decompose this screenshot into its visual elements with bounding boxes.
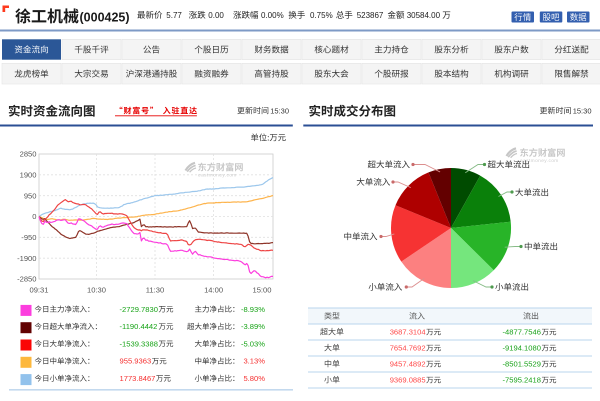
svg-text:15:00: 15:00: [252, 286, 271, 295]
svg-text:1900: 1900: [20, 171, 37, 180]
svg-text:0.00: 0.00: [208, 11, 224, 20]
svg-text:-2850: -2850: [17, 275, 36, 284]
svg-text:523867: 523867: [357, 11, 384, 20]
svg-text:-9194.1080: -9194.1080: [503, 344, 541, 353]
svg-text:9457.4892: 9457.4892: [390, 360, 426, 369]
svg-text:9369.0885: 9369.0885: [390, 376, 426, 385]
svg-text:-8501.5529: -8501.5529: [503, 360, 541, 369]
svg-text:-3.89%: -3.89%: [241, 322, 265, 331]
svg-text:-2729.7830: -2729.7830: [120, 305, 158, 314]
svg-text:7654.7692: 7654.7692: [390, 344, 426, 353]
svg-text:5.80%: 5.80%: [243, 374, 265, 383]
svg-text:eastmoney.com: eastmoney.com: [520, 158, 559, 164]
svg-text:-1539.3388: -1539.3388: [120, 339, 158, 348]
svg-text:-4877.7546: -4877.7546: [503, 328, 541, 337]
svg-text:3687.3104: 3687.3104: [390, 328, 426, 337]
svg-text:-1190.4442: -1190.4442: [120, 322, 158, 331]
svg-text:3.13%: 3.13%: [243, 357, 265, 366]
svg-text:2850: 2850: [20, 150, 37, 159]
svg-text:eastmoney.com: eastmoney.com: [198, 172, 237, 178]
svg-text:(000425): (000425): [80, 11, 130, 25]
svg-text:1773.8467: 1773.8467: [120, 374, 156, 383]
svg-text:-7595.2418: -7595.2418: [503, 376, 541, 385]
svg-text:-1900: -1900: [17, 254, 36, 263]
svg-text:30584.00: 30584.00: [407, 11, 441, 20]
svg-text:0.75%: 0.75%: [310, 11, 333, 20]
svg-text:955.9363: 955.9363: [120, 357, 152, 366]
svg-text:11:30: 11:30: [146, 286, 164, 295]
svg-text:-950: -950: [21, 233, 36, 242]
svg-text:15:30: 15:30: [573, 107, 592, 116]
svg-text:15:30: 15:30: [270, 107, 289, 116]
svg-text:14:00: 14:00: [204, 286, 223, 295]
svg-text:10:30: 10:30: [87, 286, 106, 295]
svg-text:0: 0: [32, 212, 36, 221]
svg-text:950: 950: [24, 191, 37, 200]
svg-text:-8.93%: -8.93%: [241, 305, 265, 314]
svg-text:0.00%: 0.00%: [261, 11, 284, 20]
svg-text:5.77: 5.77: [166, 11, 182, 20]
svg-text:-5.03%: -5.03%: [241, 339, 265, 348]
svg-text:09:31: 09:31: [29, 286, 48, 295]
